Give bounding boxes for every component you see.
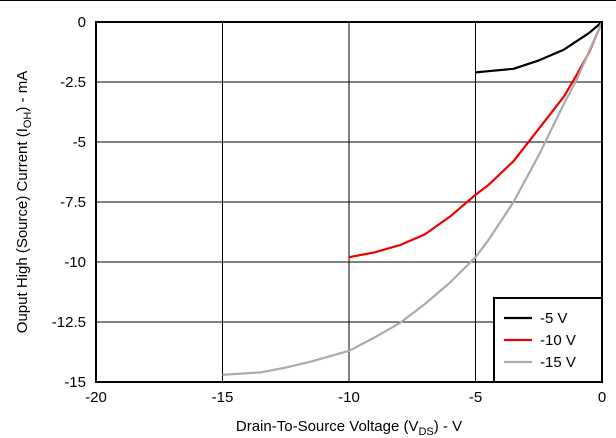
series-line — [348, 21, 604, 259]
y-tick-label: -2.5 — [60, 74, 86, 91]
x-tick-labels: -20 -15 -10 -5 0 — [85, 389, 606, 406]
x-tick-label: -20 — [85, 389, 107, 406]
x-tick-label: 0 — [598, 389, 606, 406]
legend-label: -10 V — [540, 332, 576, 349]
y-tick-label: -10 — [64, 254, 86, 271]
x-tick-label: -15 — [212, 389, 234, 406]
series-lines — [222, 21, 604, 376]
y-axis-title-main: Ouput High (Source) Current (I — [14, 128, 31, 333]
x-axis-title: Drain-To-Source Voltage (VDS) - V — [236, 418, 462, 438]
series-line — [475, 21, 603, 74]
legend: -5 V -10 V -15 V — [493, 297, 603, 383]
y-axis-title: Ouput High (Source) Current (IOH) - mA — [14, 71, 34, 333]
y-axis-title-sub: OH — [22, 112, 34, 129]
x-tick-label: -10 — [338, 389, 360, 406]
x-axis-title-main: Drain-To-Source Voltage (V — [236, 418, 419, 435]
x-axis-title-sub: DS — [418, 426, 433, 438]
plot-frame — [95, 21, 603, 383]
y-tick-label: -12.5 — [52, 314, 86, 331]
x-axis-title-tail: ) - V — [434, 418, 462, 435]
y-tick-label: -7.5 — [60, 194, 86, 211]
legend-label: -15 V — [540, 354, 576, 371]
y-tick-labels: 0 -2.5 -5 -7.5 -10 -12.5 -15 — [52, 14, 86, 391]
legend-label: -5 V — [540, 310, 568, 327]
y-tick-label: -5 — [73, 134, 86, 151]
x-tick-label: -5 — [469, 389, 482, 406]
series-line — [222, 21, 604, 376]
y-tick-label: -15 — [64, 374, 86, 391]
y-axis-title-tail: ) - mA — [14, 71, 31, 112]
y-tick-label: 0 — [78, 14, 86, 31]
